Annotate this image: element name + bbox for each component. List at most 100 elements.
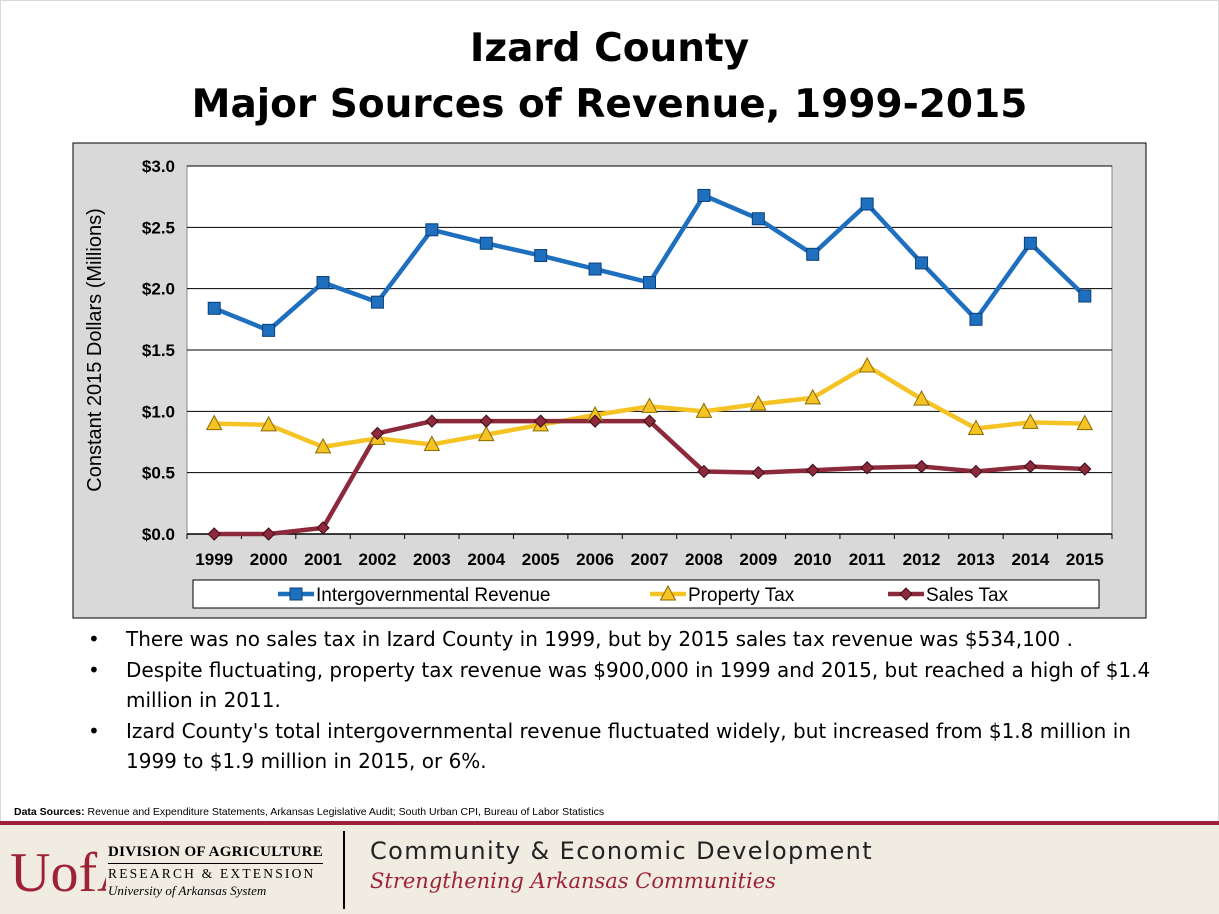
footer-rule	[0, 821, 1219, 825]
data-point	[642, 414, 657, 428]
footer-divider	[343, 831, 345, 909]
data-point	[370, 295, 384, 309]
data-point	[697, 464, 711, 479]
data-point	[261, 527, 276, 541]
bullet-item: • Despite fluctuating, property tax reven…	[84, 655, 1164, 715]
x-tick-label: 2009	[739, 550, 777, 569]
data-point	[477, 425, 495, 442]
y-tick-label: $3.0	[142, 157, 175, 176]
data-point	[969, 464, 983, 479]
data-point	[316, 276, 330, 290]
x-tick-label: 1999	[195, 550, 233, 569]
y-tick-label: $2.5	[142, 218, 175, 237]
legend-label: Sales Tax	[926, 585, 1009, 606]
program-name: Community & Economic Development	[370, 837, 874, 865]
data-point	[425, 223, 439, 237]
x-tick-label: 2006	[576, 550, 614, 569]
x-tick-label: 2010	[794, 550, 832, 569]
bullet-text: There was no sales tax in Izard County i…	[126, 627, 1073, 651]
y-tick-label: $2.0	[142, 280, 175, 299]
x-tick-label: 2000	[250, 550, 288, 569]
y-tick-label: $1.5	[142, 341, 175, 360]
data-point	[1022, 413, 1039, 429]
y-axis-label: Constant 2015 Dollars (Millions)	[84, 208, 106, 491]
y-tick-label: $1.0	[142, 402, 175, 421]
x-tick-label: 2004	[467, 550, 505, 569]
x-tick-label: 2007	[631, 550, 669, 569]
x-tick-label: 2013	[957, 550, 995, 569]
data-point	[860, 197, 874, 211]
program-tagline: Strengthening Arkansas Communities	[370, 869, 776, 893]
data-point	[751, 465, 766, 480]
bullet-marker: •	[88, 658, 100, 682]
data-point	[751, 212, 765, 226]
data-point	[260, 415, 277, 432]
data-point	[749, 394, 767, 411]
bullet-marker: •	[88, 719, 100, 743]
x-tick-label: 2001	[304, 550, 342, 569]
data-point	[641, 397, 658, 413]
data-sources-text: Revenue and Expenditure Statements, Arka…	[87, 806, 605, 818]
data-point	[534, 249, 548, 263]
data-point	[1078, 462, 1092, 476]
x-tick-label: 2005	[522, 550, 560, 569]
bullet-text: Izard County's total intergovernmental r…	[126, 719, 1131, 773]
data-point	[914, 459, 929, 474]
data-point	[262, 323, 276, 337]
data-point	[1078, 289, 1092, 303]
legend-swatch-marker	[659, 584, 677, 601]
data-point	[423, 435, 441, 451]
data-point	[205, 414, 223, 431]
x-tick-label: 2008	[685, 550, 723, 569]
data-point	[370, 426, 385, 441]
x-tick-label: 2014	[1011, 550, 1049, 569]
data-point	[913, 390, 930, 406]
data-point	[207, 527, 221, 541]
data-point	[915, 256, 929, 270]
bullet-item: • There was no sales tax in Izard County …	[84, 624, 1164, 654]
data-point	[316, 521, 330, 535]
data-point	[860, 461, 874, 475]
data-point	[207, 301, 221, 315]
data-point	[643, 276, 656, 290]
x-tick-label: 2012	[903, 550, 941, 569]
data-point	[1023, 236, 1037, 250]
x-tick-label: 2015	[1066, 550, 1104, 569]
bullet-text: Despite fluctuating, property tax revenu…	[126, 658, 1151, 712]
data-point	[425, 414, 439, 428]
uofa-logo-icon: UofA	[10, 842, 106, 899]
data-point	[806, 463, 820, 477]
data-sources-label: Data Sources:	[14, 806, 85, 818]
legend-label: Property Tax	[688, 585, 795, 606]
data-point	[588, 262, 602, 276]
org-name: DIVISION OF AGRICULTURE RESEARCH & EXTEN…	[108, 844, 324, 899]
data-point	[969, 312, 983, 326]
legend-box	[192, 579, 1100, 609]
y-tick-label: $0.5	[142, 464, 175, 483]
bullet-marker: •	[88, 627, 100, 651]
org-line2: RESEARCH & EXTENSION	[108, 866, 316, 881]
x-tick-label: 2002	[359, 550, 397, 569]
data-point	[967, 419, 985, 436]
legend-swatch-marker	[899, 587, 913, 601]
data-point	[858, 356, 876, 373]
data-point	[695, 402, 713, 418]
x-tick-label: 2011	[849, 550, 886, 569]
data-point	[314, 437, 332, 454]
org-line3: University of Arkansas System	[108, 883, 267, 898]
slide-title-line2: Major Sources of Revenue, 1999-2015	[191, 82, 1028, 127]
data-point	[697, 188, 711, 202]
data-point	[533, 414, 548, 428]
org-line1: DIVISION OF AGRICULTURE	[108, 844, 324, 864]
summary-bullets: • There was no sales tax in Izard County …	[84, 624, 1164, 777]
data-point	[479, 414, 493, 428]
data-point	[1076, 414, 1094, 431]
data-point	[588, 414, 602, 428]
legend-label: Intergovernmental Revenue	[316, 585, 550, 606]
legend-swatch-marker	[289, 587, 303, 601]
footer-banner: UofA DIVISION OF AGRICULTURE RESEARCH & …	[0, 825, 1219, 914]
data-sources: Data Sources: Revenue and Expenditure St…	[14, 806, 604, 818]
data-point	[806, 247, 820, 261]
x-tick-label: 2003	[413, 550, 451, 569]
data-point	[1023, 459, 1038, 474]
